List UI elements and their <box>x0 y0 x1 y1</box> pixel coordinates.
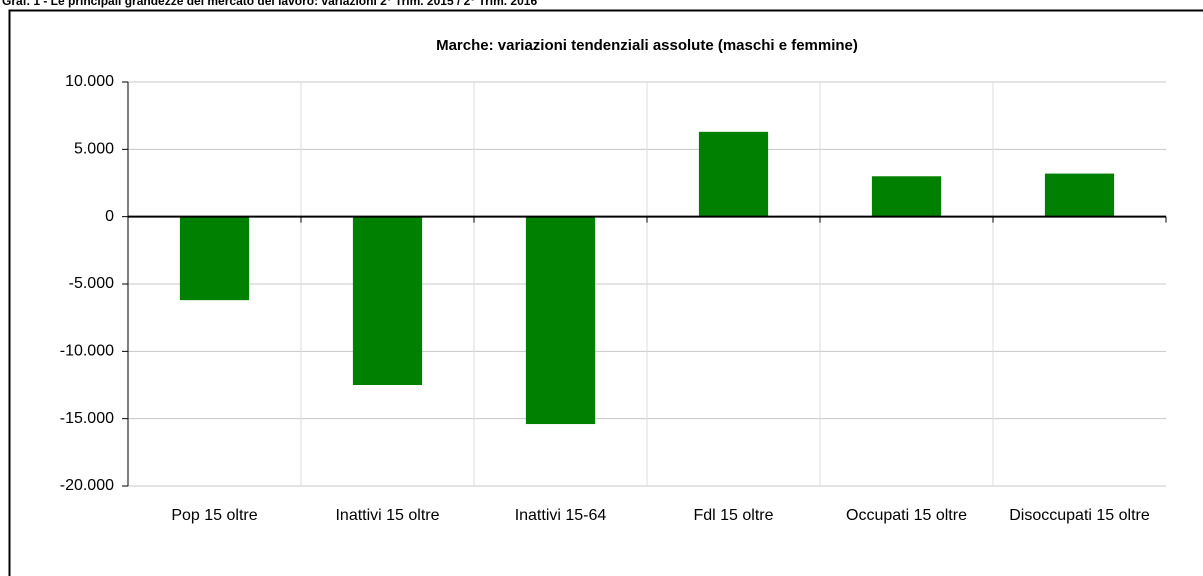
bar <box>525 216 596 425</box>
x-tick-label-box: Fdl 15 oltre <box>693 507 774 524</box>
x-tick-label-box: Inattivi 15-64 <box>514 507 607 524</box>
x-tick-label: Pop 15 oltre <box>171 507 258 524</box>
y-tick-label: 10.000 <box>65 73 114 90</box>
y-tick-label: -10.000 <box>60 343 114 360</box>
x-tick-label: Fdl 15 oltre <box>693 507 774 524</box>
bar <box>179 216 250 301</box>
y-tick-label: 0 <box>105 208 114 225</box>
chart-title: Marche: variazioni tendenziali assolute … <box>436 37 858 54</box>
y-tick-label: -5.000 <box>69 275 114 292</box>
bar <box>871 176 942 217</box>
y-tick-label: -20.000 <box>60 477 114 494</box>
x-tick-label-box: Occupati 15 oltre <box>846 507 967 524</box>
supertitle: Graf. 1 - Le principali grandezze del me… <box>2 0 537 8</box>
x-tick-label-box: Pop 15 oltre <box>171 507 258 524</box>
x-tick-label-box: Disoccupati 15 oltre <box>1009 507 1150 524</box>
y-tick-label: 5.000 <box>74 141 114 158</box>
x-tick-label: Disoccupati 15 oltre <box>1009 507 1150 524</box>
y-tick-label: -15.000 <box>60 410 114 427</box>
bar <box>352 216 423 385</box>
x-tick-label: Occupati 15 oltre <box>846 507 967 524</box>
bar <box>698 131 769 217</box>
bar <box>1044 173 1115 217</box>
x-tick-label: Inattivi 15 oltre <box>335 507 440 524</box>
x-tick-label: Inattivi 15-64 <box>514 507 607 524</box>
x-tick-label-box: Inattivi 15 oltre <box>335 507 440 524</box>
